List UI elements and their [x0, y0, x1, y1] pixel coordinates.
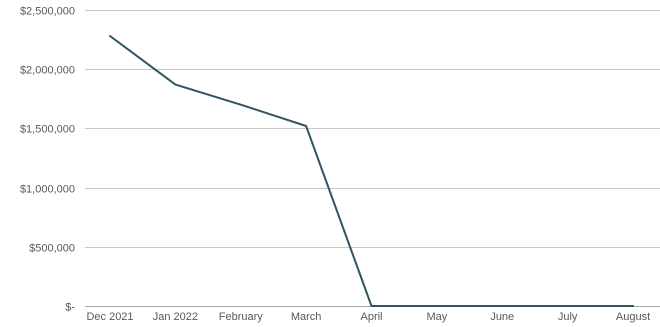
y-tick-label-4: $2,000,000 [20, 65, 75, 77]
x-tick-label-6: June [490, 311, 514, 323]
data-point-0-1 [174, 83, 177, 86]
x-tick-label-8: August [616, 311, 650, 323]
y-tick-label-5: $2,500,000 [20, 6, 75, 18]
data-point-0-6 [501, 305, 504, 307]
x-tick-label-1: Jan 2022 [153, 311, 198, 323]
data-point-0-5 [436, 305, 438, 307]
data-point-0-2 [239, 103, 242, 106]
x-axis-tick-labels: Dec 2021 Jan 2022 February March April May Jun… [86, 311, 650, 323]
data-point-0-0 [109, 35, 111, 37]
y-axis-tick-labels: $- $500,000 $1,000,000 $1,500,000 $2,000,000… [20, 6, 75, 314]
x-tick-label-3: March [291, 311, 322, 323]
series-line-0 [109, 35, 634, 307]
x-tick-label-5: May [426, 311, 447, 323]
data-point-0-3 [305, 125, 307, 127]
x-tick-label-7: July [558, 311, 578, 323]
data-point-0-7 [566, 305, 569, 307]
y-tick-label-1: $500,000 [29, 243, 75, 255]
series-group [109, 35, 634, 307]
data-point-0-4 [370, 305, 373, 307]
y-tick-label-3: $1,500,000 [20, 124, 75, 136]
data-point-0-8 [632, 305, 634, 307]
y-tick-label-2: $1,000,000 [20, 184, 75, 196]
gridlines [85, 10, 660, 307]
x-tick-label-4: April [360, 311, 382, 323]
x-tick-label-2: February [219, 311, 264, 323]
x-tick-label-0: Dec 2021 [86, 311, 133, 323]
y-tick-label-0: $- [65, 302, 75, 314]
